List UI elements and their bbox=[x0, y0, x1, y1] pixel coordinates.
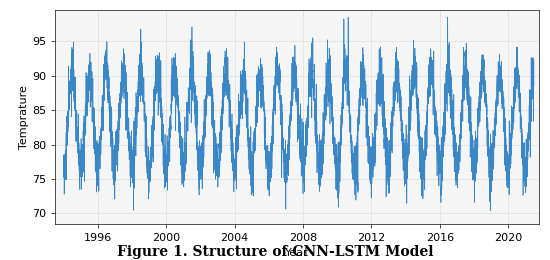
Y-axis label: Temprature: Temprature bbox=[19, 85, 29, 149]
Text: Figure 1. Structure of CNN-LSTM Model: Figure 1. Structure of CNN-LSTM Model bbox=[117, 245, 433, 259]
X-axis label: Year: Year bbox=[285, 248, 309, 258]
